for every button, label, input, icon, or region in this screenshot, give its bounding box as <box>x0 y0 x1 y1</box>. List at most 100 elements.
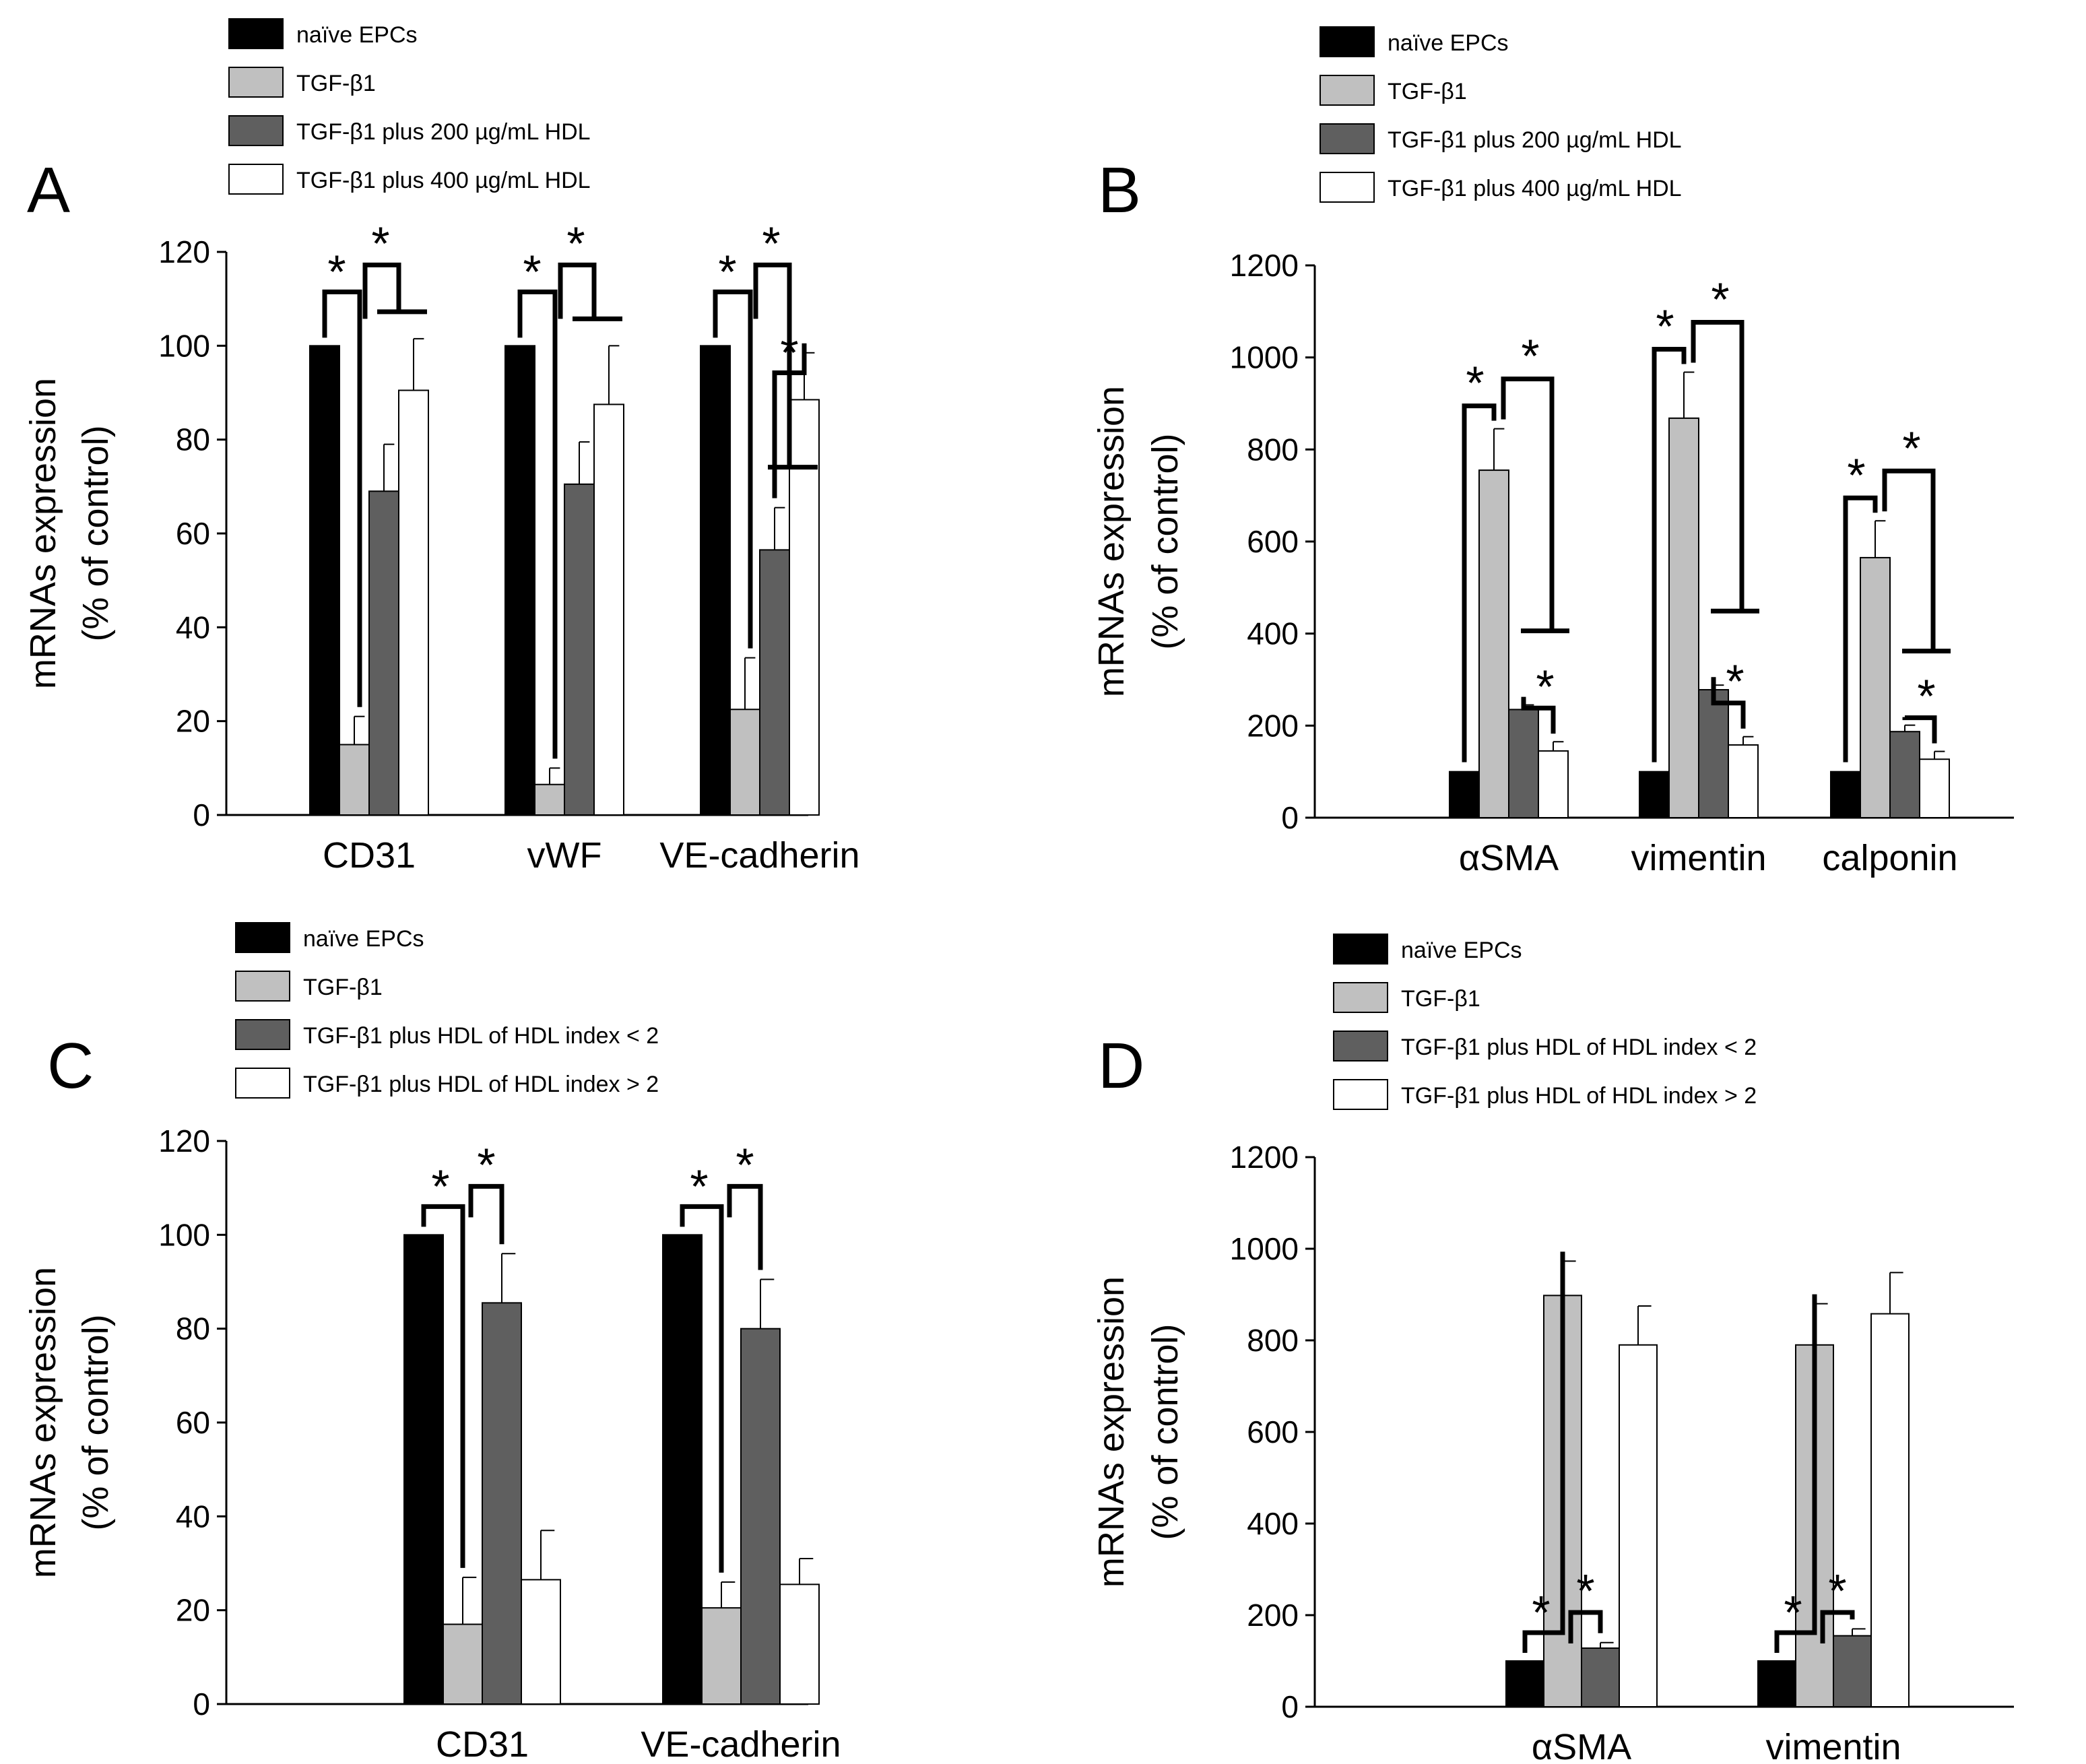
legend-label: TGF-β1 <box>1401 986 1480 1012</box>
panel-label: A <box>27 154 70 226</box>
panel-label: D <box>1098 1030 1144 1102</box>
y-axis-label-units: (% of control) <box>1145 433 1185 649</box>
bar <box>1581 1647 1620 1707</box>
y-tick-label: 800 <box>1247 1323 1299 1358</box>
x-tick-label: vWF <box>527 835 602 876</box>
significance-bracket <box>322 289 362 707</box>
y-tick-label: 40 <box>176 610 210 645</box>
significance-bracket <box>1522 1251 1565 1653</box>
legend-swatch <box>235 1019 290 1050</box>
bar <box>1538 750 1569 818</box>
legend-swatch <box>228 115 284 146</box>
legend-label: TGF-β1 plus 200 µg/mL HDL <box>1388 127 1682 153</box>
x-tick-label: CD31 <box>323 835 416 876</box>
legend-swatch <box>1333 1031 1388 1061</box>
legend-swatch <box>1319 75 1375 106</box>
y-tick-label: 80 <box>176 1311 210 1346</box>
y-axis-label: mRNAs expression <box>23 1267 63 1578</box>
bar <box>1889 731 1920 819</box>
y-tick-label: 600 <box>1247 524 1299 559</box>
significance-bracket <box>421 1204 465 1568</box>
legend-swatch <box>1319 172 1375 203</box>
bar <box>1919 758 1950 819</box>
significance-star: * <box>1902 422 1920 474</box>
y-tick-label: 0 <box>1281 800 1299 835</box>
y-tick-label: 400 <box>1247 1506 1299 1541</box>
significance-star: * <box>690 1160 708 1212</box>
significance-star: * <box>780 326 798 379</box>
y-tick-label: 80 <box>176 422 210 457</box>
significance-bracket <box>1521 696 1556 734</box>
bar <box>564 483 595 816</box>
significance-star: * <box>477 1138 495 1191</box>
legend-swatch <box>1333 934 1388 965</box>
y-tick-label: 400 <box>1247 616 1299 651</box>
y-tick-label: 60 <box>176 516 210 551</box>
y-axis-label: mRNAs expression <box>1091 1276 1132 1588</box>
x-tick-label: vimentin <box>1765 1727 1901 1764</box>
legend-label: TGF-β1 plus HDL of HDL index < 2 <box>303 1023 659 1049</box>
legend-swatch <box>1333 1079 1388 1110</box>
significance-bracket <box>558 262 597 319</box>
significance-bracket <box>1691 320 1745 612</box>
y-tick-label: 800 <box>1247 432 1299 467</box>
y-tick-label: 1200 <box>1230 248 1299 283</box>
significance-bracket <box>1902 715 1937 744</box>
bar <box>1830 771 1861 818</box>
chart-panel-d: naïve EPCs TGF-β1 TGF-β1 plus HDL of HDL i… <box>1091 934 2014 1764</box>
y-tick-label: 120 <box>158 234 210 269</box>
y-tick-label: 200 <box>1247 708 1299 743</box>
legend-label: naïve EPCs <box>1388 30 1509 56</box>
x-tick-label: CD31 <box>436 1724 529 1764</box>
legend-label: naïve EPCs <box>1401 938 1522 963</box>
significance-star: * <box>1576 1565 1594 1617</box>
significance-star: * <box>1466 357 1484 410</box>
y-axis-label-units: (% of control) <box>1145 1324 1185 1540</box>
significance-star: * <box>371 217 389 269</box>
significance-bracket <box>362 262 401 319</box>
legend-label: TGF-β1 plus 400 µg/mL HDL <box>296 168 591 193</box>
bar <box>398 389 429 816</box>
legend-label: TGF-β1 plus HDL of HDL index < 2 <box>1401 1035 1757 1060</box>
legend-label: TGF-β1 <box>303 975 383 1000</box>
y-tick-label: 0 <box>1281 1689 1299 1724</box>
bar <box>339 744 370 816</box>
legend-swatch <box>1319 26 1375 57</box>
significance-bracket <box>1652 347 1687 762</box>
y-tick-label: 0 <box>193 797 210 832</box>
legend-swatch <box>235 1068 290 1099</box>
significance-star: * <box>1847 449 1865 501</box>
y-tick-label: 600 <box>1247 1414 1299 1449</box>
y-tick-label: 20 <box>176 704 210 739</box>
bar <box>1757 1660 1796 1707</box>
y-axis-label-units: (% of control) <box>75 425 116 641</box>
significance-star: * <box>1536 660 1554 713</box>
significance-star: * <box>1656 300 1674 353</box>
bar <box>1639 771 1670 818</box>
significance-bracket <box>1462 403 1497 762</box>
significance-star: * <box>762 217 780 269</box>
legend-label: TGF-β1 <box>1388 79 1467 104</box>
y-tick-label: 120 <box>158 1123 210 1158</box>
bar <box>403 1234 444 1705</box>
bar <box>1668 417 1699 818</box>
bar <box>700 345 731 816</box>
bar <box>1619 1344 1658 1708</box>
panel-label: B <box>1098 154 1141 226</box>
x-tick-label: calponin <box>1822 838 1957 878</box>
bar <box>1508 709 1539 818</box>
significance-bracket <box>1820 1610 1855 1643</box>
legend-swatch <box>235 922 290 953</box>
significance-star: * <box>1917 670 1935 723</box>
bar <box>1449 771 1480 818</box>
x-tick-label: vimentin <box>1631 838 1766 878</box>
significance-star: * <box>523 245 541 298</box>
significance-star: * <box>1711 273 1729 326</box>
chart-panel-b: naïve EPCs TGF-β1 TGF-β1 plus 200 µg/mL HD… <box>1091 26 2014 878</box>
significance-star: * <box>1828 1565 1846 1617</box>
y-tick-label: 40 <box>176 1499 210 1534</box>
legend-label: TGF-β1 plus 200 µg/mL HDL <box>296 119 591 145</box>
bar <box>534 783 565 816</box>
legend-swatch <box>235 971 290 1002</box>
significance-bracket <box>1843 495 1878 762</box>
